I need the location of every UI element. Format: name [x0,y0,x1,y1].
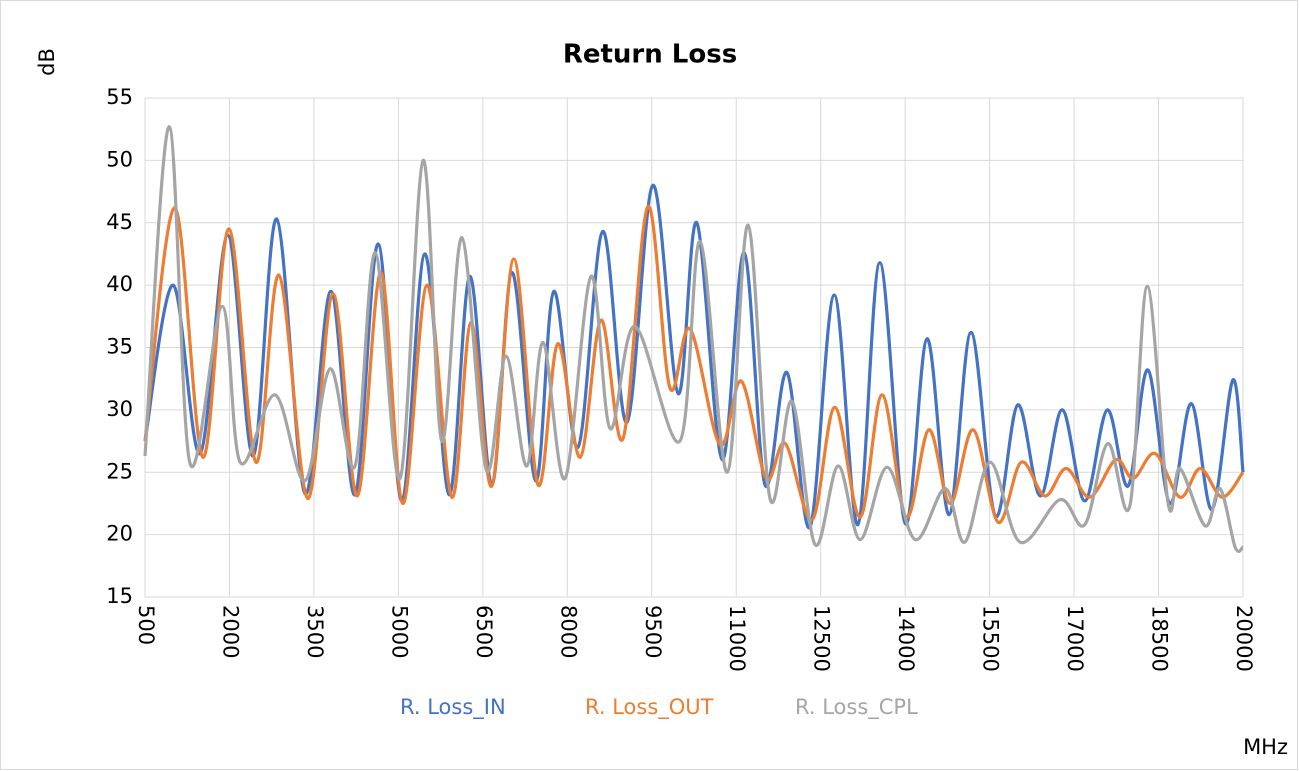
y-tick-label: 35 [106,335,133,359]
x-tick-label: 14000 [894,605,918,672]
legend-label: R. Loss_IN [400,695,506,720]
x-tick-label: 9500 [641,605,665,658]
x-tick-label: 500 [134,605,158,645]
y-tick-label: 15 [106,584,133,608]
y-tick-label: 40 [106,272,133,296]
series-line [143,125,1244,553]
y-tick-label: 30 [106,397,133,421]
x-tick-label: 2000 [218,605,242,658]
x-tick-label: 12500 [810,605,834,672]
x-tick-label: 8000 [556,605,580,658]
x-tick-label: 20000 [1232,605,1256,672]
y-tick-label: 50 [106,147,133,171]
x-tick-label: 11000 [725,605,749,672]
y-tick-label: 20 [106,522,133,546]
x-tick-label: 5000 [387,605,411,658]
y-axis-label: dB [35,48,59,76]
x-tick-label: 6500 [472,605,496,658]
y-tick-label: 45 [106,210,133,234]
y-tick-label: 25 [106,459,133,483]
legend-label: R. Loss_CPL [795,695,918,720]
chart-title: Return Loss [563,40,737,70]
x-tick-label: 18500 [1148,605,1172,672]
x-axis-label: MHz [1243,735,1288,759]
x-tick-label: 17000 [1063,605,1087,672]
x-tick-label: 3500 [303,605,327,658]
y-tick-label: 55 [106,85,133,109]
x-tick-label: 15500 [979,605,1003,672]
series-line [143,204,1245,524]
legend-label: R. Loss_OUT [585,695,714,720]
